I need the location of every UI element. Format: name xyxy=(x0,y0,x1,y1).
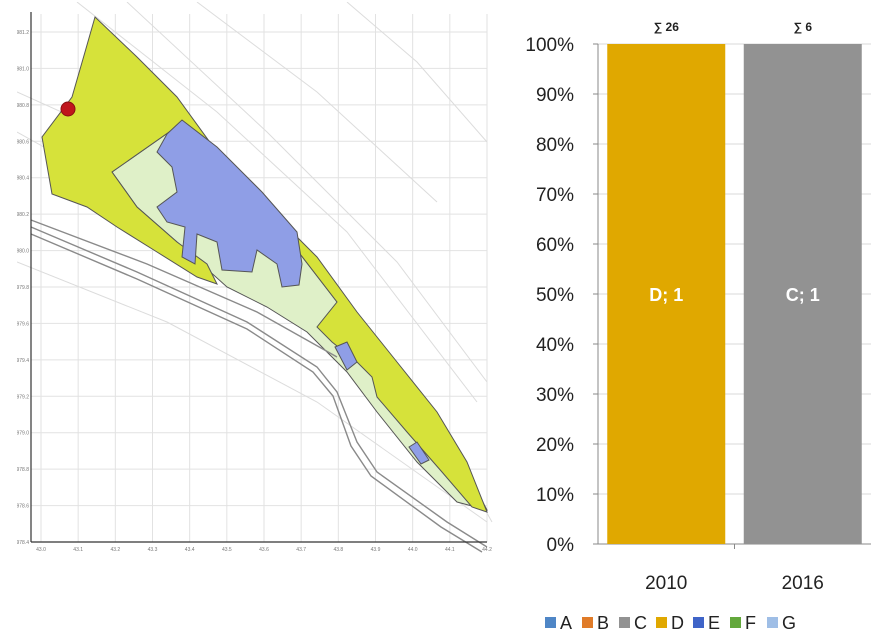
bar-2010-D xyxy=(607,44,726,544)
blue-zone-tiny xyxy=(408,441,430,465)
chart-y-tick-label: 100% xyxy=(525,35,574,56)
chart-x-tick-labels: 2010 2016 xyxy=(645,573,824,594)
legend-swatch xyxy=(545,617,556,628)
map-x-tick-label: 43.3 xyxy=(148,547,158,553)
map-y-tick-label: 979.0 xyxy=(17,431,29,437)
location-marker xyxy=(60,101,76,117)
legend-swatch xyxy=(582,617,593,628)
legend-item-E: E xyxy=(693,613,720,633)
chart-y-tick-label: 90% xyxy=(536,85,574,106)
map-y-tick-label: 980.8 xyxy=(17,103,29,109)
map-x-tick-labels: 43.0 43.1 43.2 43.3 43.4 43.5 43.6 43.7 43.8 43.9… xyxy=(36,547,492,553)
map-x-tick-label: 43.5 xyxy=(222,547,232,553)
chart-y-tick-label: 10% xyxy=(536,485,574,506)
legend-label: F xyxy=(745,613,756,633)
chart-plot: D; 1 C; 1 0% 10% 20% 30% 40% 50% 60% 70% 80% 90% 10… xyxy=(525,20,871,633)
chart-total-label: ∑ 26 xyxy=(654,20,680,34)
map-x-tick-label: 43.1 xyxy=(73,547,83,553)
legend-label: D xyxy=(671,613,684,633)
map-x-tick-label: 43.0 xyxy=(36,547,46,553)
chart-y-tick-label: 80% xyxy=(536,135,574,156)
map-x-tick-label: 43.8 xyxy=(333,547,343,553)
map-y-tick-label: 979.8 xyxy=(17,285,29,291)
chart-y-tick-label: 30% xyxy=(536,385,574,406)
bar-data-label: D; 1 xyxy=(649,285,683,305)
map-x-tick-label: 43.7 xyxy=(296,547,306,553)
map-x-tick-label: 44.1 xyxy=(445,547,455,553)
blue-zone-main xyxy=(156,119,303,288)
legend-item-A: A xyxy=(545,613,572,633)
legend-label: G xyxy=(782,613,796,633)
legend-item-G: G xyxy=(767,613,796,633)
chart-bars: D; 1 C; 1 xyxy=(607,44,862,544)
legend-item-C: C xyxy=(619,613,647,633)
map-y-tick-label: 981.0 xyxy=(17,66,29,72)
map-x-tick-label: 43.6 xyxy=(259,547,269,553)
chart-x-tick-label: 2016 xyxy=(782,573,824,594)
chart-total-label: ∑ 6 xyxy=(793,20,812,34)
blue-zone-small xyxy=(334,341,358,371)
legend-swatch xyxy=(730,617,741,628)
legend-label: C xyxy=(634,613,647,633)
map-x-tick-label: 43.2 xyxy=(110,547,120,553)
map-y-tick-label: 979.6 xyxy=(17,321,29,327)
bar-2016-C xyxy=(743,44,862,544)
legend-swatch xyxy=(619,617,630,628)
legend-label: B xyxy=(597,613,609,633)
chart-y-tick-label: 20% xyxy=(536,435,574,456)
map-x-tick-label: 44.0 xyxy=(408,547,418,553)
legend-item-B: B xyxy=(582,613,609,633)
legend-item-D: D xyxy=(656,613,684,633)
map-y-tick-label: 981.2 xyxy=(17,30,29,36)
site-map-plot: 981.2 981.0 980.8 980.6 980.4 980.2 980.0 979.8… xyxy=(16,1,515,568)
chart-x-tick-label: 2010 xyxy=(645,573,687,594)
map-y-tick-label: 980.0 xyxy=(17,249,29,255)
map-y-tick-labels: 981.2 981.0 980.8 980.6 980.4 980.2 980.0 979.8… xyxy=(16,30,29,546)
map-y-tick-label: 980.2 xyxy=(17,212,29,218)
map-x-tick-label: 43.9 xyxy=(371,547,381,553)
map-y-tick-label: 980.4 xyxy=(17,176,29,182)
chart-y-tick-label: 70% xyxy=(536,185,574,206)
chart-y-tick-label: 0% xyxy=(547,535,575,556)
legend-label: E xyxy=(708,613,720,633)
yellow-zone xyxy=(41,16,488,513)
legend-label: A xyxy=(560,613,572,633)
map-y-tick-label: 979.2 xyxy=(17,394,29,400)
map-y-tick-label: 979.4 xyxy=(17,358,29,364)
chart-y-tick-labels: 0% 10% 20% 30% 40% 50% 60% 70% 80% 90% 100% xyxy=(525,35,574,556)
chart-total-labels: ∑ 26 ∑ 6 xyxy=(654,20,813,34)
road-lines xyxy=(30,219,488,553)
map-y-tick-label: 978.8 xyxy=(17,467,29,473)
legend-swatch xyxy=(693,617,704,628)
map-x-tick-label: 43.4 xyxy=(185,547,195,553)
stacked-bar-chart: D; 1 C; 1 0% 10% 20% 30% 40% 50% 60% 70% 80% 90% 10… xyxy=(508,0,872,638)
chart-y-tick-label: 60% xyxy=(536,235,574,256)
map-x-tick-label: 44.2 xyxy=(482,547,492,553)
chart-y-tick-label: 40% xyxy=(536,335,574,356)
chart-legend: A B C D E F G xyxy=(545,613,796,633)
map-y-tick-label: 978.6 xyxy=(17,504,29,510)
legend-swatch xyxy=(767,617,778,628)
site-map: 981.2 981.0 980.8 980.6 980.4 980.2 980.0 979.8… xyxy=(16,1,515,568)
map-y-tick-label: 980.6 xyxy=(17,139,29,145)
bar-data-label: C; 1 xyxy=(786,285,820,305)
legend-swatch xyxy=(656,617,667,628)
chart-y-tick-label: 50% xyxy=(536,285,574,306)
legend-item-F: F xyxy=(730,613,756,633)
map-y-tick-label: 978.4 xyxy=(17,540,29,546)
